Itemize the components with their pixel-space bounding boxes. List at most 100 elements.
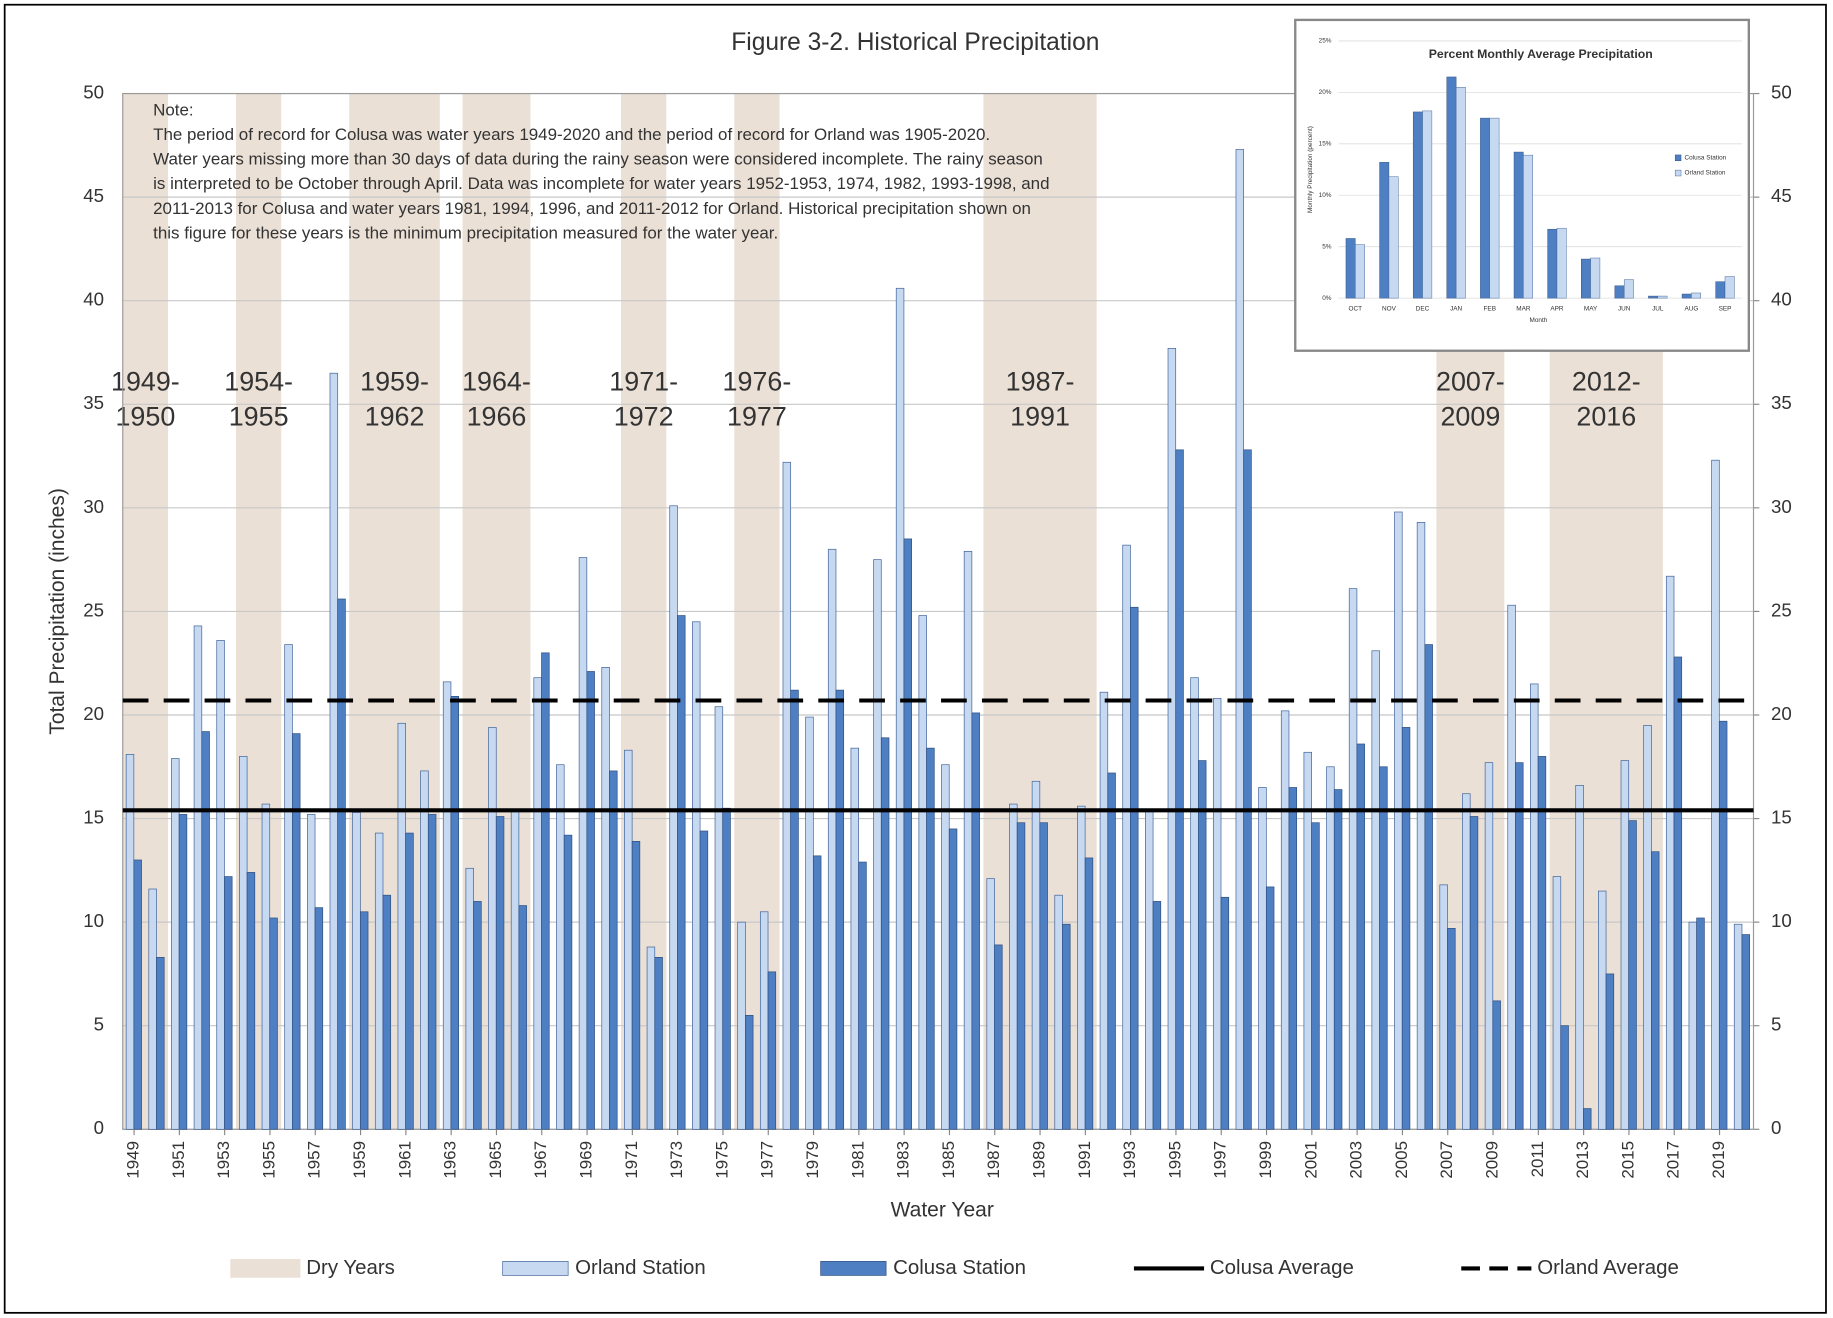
inset-y-tick-label: 20% bbox=[1319, 89, 1332, 96]
inset-bar bbox=[1523, 154, 1533, 299]
x-tick-label: 2019 bbox=[1709, 1141, 1728, 1179]
dry-label: 2009 bbox=[1440, 402, 1500, 432]
bar bbox=[1258, 787, 1267, 1130]
legend-swatch bbox=[820, 1261, 887, 1276]
bar bbox=[986, 878, 995, 1130]
bar bbox=[1462, 793, 1471, 1130]
bar bbox=[1062, 923, 1071, 1130]
bar bbox=[1031, 780, 1041, 1130]
inset-y-tick-label: 15% bbox=[1319, 141, 1332, 148]
inset-x-tick-label: MAY bbox=[1584, 305, 1598, 312]
bar bbox=[1311, 822, 1320, 1130]
x-tick-label: 1963 bbox=[441, 1141, 460, 1179]
bar bbox=[359, 911, 369, 1130]
inset-x-label: Month bbox=[1530, 317, 1548, 324]
x-tick-label: 1991 bbox=[1075, 1141, 1094, 1179]
bar bbox=[699, 830, 709, 1130]
bar bbox=[1469, 816, 1479, 1130]
bar bbox=[1643, 725, 1652, 1130]
dry-label: 2007- bbox=[1436, 367, 1505, 397]
x-tick-label: 1997 bbox=[1211, 1141, 1230, 1179]
x-tick-label: 1995 bbox=[1165, 1141, 1184, 1179]
bar bbox=[737, 921, 746, 1130]
bar bbox=[1605, 973, 1615, 1130]
bar bbox=[1688, 921, 1698, 1130]
bar bbox=[714, 706, 724, 1130]
legend-label: Orland Average bbox=[1537, 1256, 1679, 1279]
dry-label: 1966 bbox=[467, 402, 527, 432]
bar bbox=[1628, 820, 1637, 1130]
bar bbox=[450, 696, 459, 1130]
dry-label: 1972 bbox=[614, 402, 674, 432]
x-tick-label: 1957 bbox=[305, 1141, 324, 1179]
bar bbox=[1122, 544, 1131, 1130]
y2-tick-label: 10 bbox=[1771, 910, 1792, 931]
inset-bar bbox=[1547, 228, 1558, 299]
bar bbox=[533, 677, 542, 1130]
bar bbox=[1537, 756, 1547, 1130]
bar bbox=[1507, 604, 1516, 1130]
bar bbox=[178, 814, 188, 1130]
note-text: Water years missing more than 30 days of… bbox=[153, 150, 1043, 169]
x-tick-label: 1989 bbox=[1030, 1141, 1049, 1179]
bar bbox=[926, 747, 935, 1130]
y-tick-label: 50 bbox=[83, 81, 104, 102]
dry-label: 1955 bbox=[229, 402, 289, 432]
bar bbox=[1552, 876, 1562, 1130]
inset-bar bbox=[1691, 292, 1701, 299]
x-tick-label: 1975 bbox=[712, 1141, 731, 1179]
bar bbox=[1733, 923, 1743, 1130]
inset-bar bbox=[1446, 76, 1457, 299]
x-tick-label: 1953 bbox=[214, 1141, 233, 1179]
x-tick-label: 1983 bbox=[894, 1141, 913, 1179]
y-tick-label: 5 bbox=[94, 1014, 104, 1035]
y2-tick-label: 0 bbox=[1771, 1117, 1781, 1138]
y2-tick-label: 45 bbox=[1771, 185, 1792, 206]
x-tick-label: 1969 bbox=[577, 1141, 596, 1179]
inset-legend-label: Colusa Station bbox=[1685, 155, 1727, 162]
bar bbox=[609, 770, 618, 1130]
y-tick-label: 15 bbox=[83, 807, 104, 828]
note-text: The period of record for Colusa was wate… bbox=[153, 125, 990, 144]
bar bbox=[1394, 511, 1403, 1130]
dry-label: 1976- bbox=[723, 367, 792, 397]
bar bbox=[337, 598, 346, 1130]
bar bbox=[895, 287, 905, 1130]
bar bbox=[1492, 1000, 1501, 1130]
y-tick-label: 0 bbox=[94, 1117, 104, 1138]
bar bbox=[488, 727, 497, 1130]
inset-legend-swatch bbox=[1674, 154, 1682, 162]
dry-label: 1949- bbox=[111, 367, 180, 397]
note-text: is interpreted to be October through Apr… bbox=[153, 174, 1049, 193]
inset-bar bbox=[1724, 276, 1735, 299]
bar bbox=[586, 671, 595, 1130]
x-tick-label: 1959 bbox=[350, 1141, 369, 1179]
bar bbox=[1152, 901, 1162, 1130]
bar bbox=[994, 944, 1003, 1130]
inset-bar bbox=[1681, 293, 1692, 299]
bar bbox=[1447, 928, 1456, 1130]
bar bbox=[556, 764, 565, 1130]
bar bbox=[1560, 1025, 1569, 1130]
dry-label: 2016 bbox=[1576, 402, 1636, 432]
x-tick-label: 2007 bbox=[1437, 1141, 1456, 1179]
x-tick-label: 1973 bbox=[667, 1141, 686, 1179]
bar bbox=[442, 681, 452, 1130]
bar bbox=[827, 548, 837, 1130]
inset-bar bbox=[1614, 285, 1625, 299]
dry-label: 1991 bbox=[1010, 402, 1070, 432]
legend-label: Colusa Average bbox=[1210, 1256, 1354, 1279]
bar bbox=[261, 803, 271, 1130]
inset-bar bbox=[1489, 117, 1500, 299]
dry-label: 1959- bbox=[360, 367, 429, 397]
y2-tick-label: 50 bbox=[1771, 81, 1792, 102]
bar bbox=[563, 834, 573, 1130]
bar bbox=[624, 749, 633, 1130]
bar bbox=[224, 876, 233, 1130]
legend-label: Dry Years bbox=[306, 1256, 395, 1279]
x-tick-label: 1951 bbox=[169, 1141, 188, 1179]
inset-x-tick-label: JUN bbox=[1618, 305, 1631, 312]
y-tick-label: 20 bbox=[83, 703, 104, 724]
bar bbox=[1077, 805, 1086, 1130]
y-tick-label: 25 bbox=[83, 599, 104, 620]
